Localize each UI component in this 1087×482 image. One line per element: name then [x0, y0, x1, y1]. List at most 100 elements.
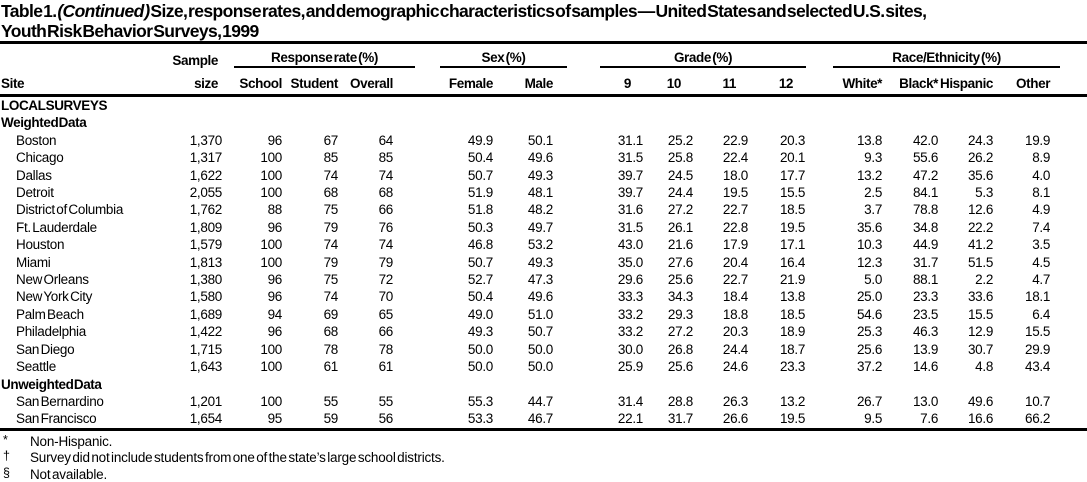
grade9-cell: 31.6 — [617, 202, 643, 218]
hispanic-cell: 22.2 — [967, 219, 994, 235]
other-cell: 18.1 — [1024, 289, 1051, 305]
sample-size-cell: 1,579 — [189, 237, 223, 253]
grade11-cell: 20.3 — [722, 324, 748, 340]
header-col-other: Other — [993, 68, 1050, 97]
response-overall-cell: 85 — [378, 150, 394, 166]
female-cell: 46.8 — [467, 237, 493, 253]
hispanic-cell: 4.8 — [975, 359, 994, 375]
grade9-cell: 33.3 — [617, 289, 643, 305]
table-row: San Francisco 1,654 95 59 56 53.3 46.7 2… — [0, 410, 1087, 431]
site-cell: San Francisco — [0, 410, 160, 431]
grade9-cell: 33.2 — [617, 324, 643, 340]
hispanic-cell: 30.7 — [967, 341, 994, 357]
header-sample-line2: size — [160, 68, 222, 97]
grade10-cell: 24.5 — [667, 167, 693, 183]
grade10-cell: 21.6 — [667, 237, 693, 253]
black-cell: 31.7 — [912, 254, 939, 270]
white-cell: 54.6 — [856, 306, 883, 322]
grade9-cell: 35.0 — [617, 254, 643, 270]
header-col-male: Male — [493, 68, 553, 97]
row-spacer — [1050, 236, 1087, 253]
response-overall-cell: 66 — [378, 324, 394, 340]
grade12-cell: 18.7 — [779, 341, 806, 357]
header-sample-line1: Sample — [172, 53, 218, 68]
footnote-symbol: § — [3, 465, 10, 480]
male-cell: 50.1 — [527, 132, 553, 148]
section-label: LOCAL SURVEYS — [1, 98, 108, 113]
response-school-cell: 95 — [222, 410, 282, 431]
response-student-cell: 74 — [323, 167, 339, 183]
response-school-cell: 96 — [267, 219, 283, 235]
white-cell: 3.7 — [864, 202, 883, 218]
header-col-female: Female — [393, 68, 493, 97]
grade11-cell: 18.4 — [722, 289, 748, 305]
male-cell: 48.2 — [527, 202, 553, 218]
footnote-symbol: * — [3, 432, 8, 447]
section-label: Weighted Data — [1, 115, 87, 131]
table-body: LOCAL SURVEYS Weighted Data Boston 1,370… — [0, 96, 1087, 431]
row-spacer — [1050, 254, 1087, 271]
footnote-text: Non-Hispanic. — [30, 433, 113, 449]
response-overall-cell: 70 — [378, 289, 394, 305]
row-spacer — [1050, 184, 1087, 201]
response-student-cell: 85 — [323, 150, 339, 166]
grade9-cell: 31.4 — [617, 393, 643, 409]
male-cell: 50.0 — [527, 359, 553, 375]
female-cell: 52.7 — [467, 272, 493, 288]
white-cell: 25.3 — [856, 324, 883, 340]
male-cell: 49.3 — [527, 167, 553, 183]
grade10-cell: 25.6 — [667, 359, 693, 375]
header-right-spacer2 — [1050, 68, 1087, 97]
response-student-cell: 61 — [323, 359, 339, 375]
sample-size-cell: 1,762 — [189, 202, 223, 218]
response-student-cell: 55 — [323, 393, 339, 409]
white-cell: 12.3 — [856, 254, 883, 270]
header-column-row: Site size School Student Overall Female … — [0, 68, 1087, 97]
white-cell: 2.5 — [864, 185, 883, 201]
black-cell: 84.1 — [912, 185, 939, 201]
section-label: Unweighted Data — [1, 376, 102, 392]
other-cell: 4.0 — [1032, 167, 1051, 183]
sample-size-cell: 1,643 — [189, 359, 223, 375]
response-overall-cell: 61 — [378, 359, 394, 375]
response-school-cell: 100 — [260, 393, 282, 409]
response-school-cell: 100 — [260, 341, 282, 357]
row-spacer — [1050, 393, 1087, 410]
header-col-grade9: 9 — [553, 68, 643, 97]
header-group-sex: Sex (%) — [393, 44, 567, 68]
other-cell: 4.5 — [1032, 254, 1051, 270]
response-school-cell: 100 — [260, 167, 282, 183]
grade9-cell: 31.5 — [617, 219, 643, 235]
hispanic-cell: 2.2 — [975, 272, 994, 288]
response-overall-cell: 68 — [378, 185, 394, 201]
grade11-cell: 24.4 — [722, 341, 748, 357]
female-cell: 51.8 — [467, 202, 493, 218]
table-row: Boston 1,370 96 67 64 49.9 50.1 31.1 25.… — [0, 132, 1087, 149]
hispanic-cell: 51.5 — [967, 254, 994, 270]
grade12-cell: 13.8 — [779, 289, 806, 305]
male-cell: 51.0 — [527, 306, 553, 322]
response-student-cell: 75 — [323, 272, 339, 288]
header-col-grade12: 12 — [748, 68, 806, 97]
sample-size-cell: 1,654 — [160, 410, 222, 431]
response-student-cell: 68 — [323, 185, 339, 201]
black-cell: 13.9 — [912, 341, 939, 357]
other-cell: 4.7 — [1032, 272, 1051, 288]
other-cell: 3.5 — [1032, 237, 1051, 253]
hispanic-cell: 26.2 — [967, 150, 994, 166]
response-school-cell: 100 — [260, 359, 282, 375]
sample-size-cell: 1,809 — [189, 219, 223, 235]
grade10-cell: 26.8 — [667, 341, 693, 357]
response-overall-cell: 56 — [338, 410, 393, 431]
hispanic-cell: 12.6 — [967, 202, 994, 218]
grade9-cell: 29.6 — [617, 272, 643, 288]
row-spacer — [1050, 410, 1087, 431]
sample-size-cell: 1,317 — [189, 150, 223, 166]
white-cell: 25.0 — [856, 289, 883, 305]
response-overall-cell: 76 — [378, 219, 394, 235]
grade12-cell: 20.1 — [779, 150, 806, 166]
header-group-grade: Grade (%) — [553, 44, 807, 68]
response-school-cell: 96 — [267, 324, 283, 340]
response-overall-cell: 55 — [378, 393, 394, 409]
table-row: New Orleans 1,380 96 75 72 52.7 47.3 29.… — [0, 271, 1087, 288]
